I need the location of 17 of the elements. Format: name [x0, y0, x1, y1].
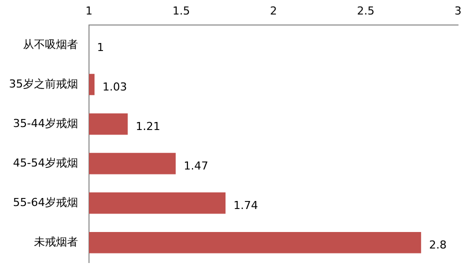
data-label: 1.74 — [234, 198, 258, 212]
y-tick-label: 55-64岁戒烟 — [13, 196, 78, 209]
y-tick-label: 从不吸烟者 — [22, 38, 78, 51]
y-tick-label: 未戒烟者 — [34, 235, 78, 248]
x-tick-label: 2 — [270, 4, 277, 18]
x-tick-label: 2.5 — [357, 4, 374, 18]
x-tick-label: 3 — [454, 4, 462, 18]
data-label: 1.03 — [102, 80, 128, 94]
data-label: 1.47 — [184, 159, 208, 172]
y-tick-label: 35岁之前戒烟 — [8, 77, 78, 90]
x-tick-label: 1.5 — [172, 4, 190, 18]
x-tick-label: 1 — [85, 4, 92, 18]
data-label: 2.8 — [429, 238, 447, 252]
y-tick-label: 45-54岁戒烟 — [13, 156, 78, 170]
y-tick-label: 35-44岁戒烟 — [13, 116, 78, 130]
data-label: 1.21 — [136, 120, 160, 133]
data-label: 1 — [96, 40, 104, 54]
